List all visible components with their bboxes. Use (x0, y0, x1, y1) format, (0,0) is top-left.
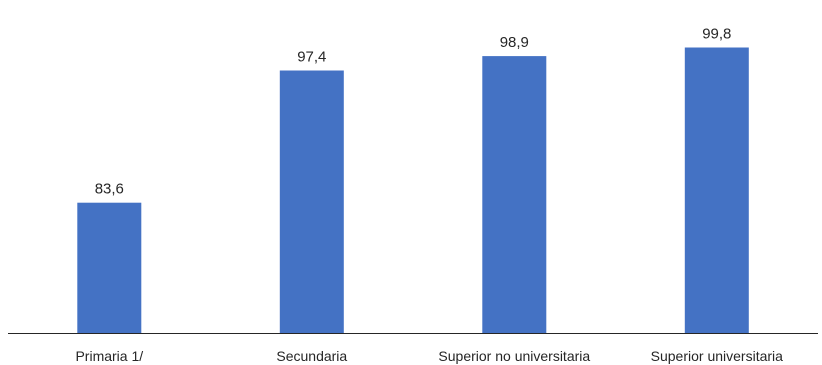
bar-value-label-1: 97,4 (297, 49, 326, 66)
bar-3 (684, 47, 749, 333)
bar-value-label-2: 98,9 (500, 34, 529, 51)
x-tick-label-2: Superior no universitaria (438, 348, 590, 364)
value-labels-group: 83,6 97,4 98,9 99,8 (95, 26, 732, 198)
bar-value-label-0: 83,6 (95, 181, 124, 198)
bar-value-label-3: 99,8 (702, 26, 731, 43)
x-tick-labels-group: Primaria 1/Secundaria Superior no univers… (75, 348, 783, 364)
bar-0 (77, 202, 142, 333)
x-tick-label-0: Primaria 1/ (75, 348, 143, 364)
bars-group (77, 47, 749, 333)
x-tick-label-1: Secundaria (276, 348, 347, 364)
bar-1 (279, 70, 344, 333)
x-tick-label-3: Superior universitaria (651, 348, 783, 364)
bar-2 (482, 56, 547, 333)
